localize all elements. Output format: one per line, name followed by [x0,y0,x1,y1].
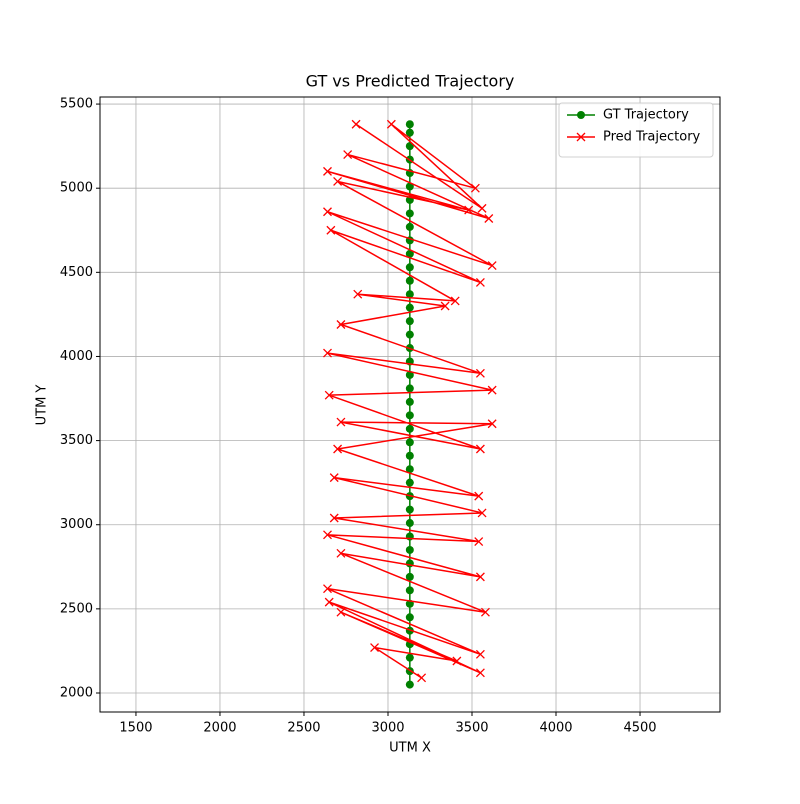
point [336,320,346,329]
y-tick-label: 4000 [60,349,93,364]
point [474,491,484,501]
legend-marker [576,132,586,142]
x-axis-label: UTM X [389,741,431,756]
point [480,607,490,617]
point [405,397,414,406]
point [323,348,332,358]
point [323,166,332,176]
point [336,607,346,617]
x-tick-label: 2000 [203,721,236,736]
point [405,505,414,514]
point [405,545,414,554]
point [405,209,414,218]
point [477,203,487,213]
point [329,473,339,483]
point [343,150,353,160]
y-tick-label: 5000 [60,181,93,196]
point [405,424,414,433]
point [353,289,363,299]
point [323,207,332,217]
point [336,548,346,558]
point [405,249,414,258]
point [405,290,414,299]
point [405,303,414,312]
point [405,222,414,231]
point [351,119,361,129]
point [477,508,487,518]
point [326,225,336,235]
point [464,205,474,215]
point [405,572,414,581]
point [329,513,339,523]
x-tick-label: 2500 [287,721,320,736]
y-tick-label: 2000 [60,685,93,700]
point [405,182,414,191]
point [405,317,414,326]
y-tick-label: 4500 [60,265,93,280]
plot-frame [99,96,721,713]
point [405,559,414,568]
point [405,465,414,474]
point [405,478,414,487]
x-tick-label: 4000 [539,721,572,736]
point [333,444,343,454]
point [405,438,414,447]
point [417,673,427,683]
point [405,263,414,272]
y-axis-label: UTM Y [35,385,50,426]
point [405,451,414,460]
x-tick-label: 1500 [119,721,152,736]
point [405,128,414,137]
point [324,597,334,607]
point [450,296,460,306]
point [324,390,334,400]
point [405,411,414,420]
x-tick-label: 4500 [623,721,656,736]
legend-label: GT Trajectory [603,108,689,123]
y-tick-label: 3500 [60,433,93,448]
point [475,368,485,378]
point [323,584,332,594]
point [336,417,346,427]
x-tick-label: 3500 [455,721,488,736]
point [487,261,497,271]
point [405,680,414,689]
point [405,330,414,339]
point [370,643,380,653]
point [475,668,485,678]
series-line [327,123,493,679]
y-tick-label: 2500 [60,601,93,616]
point [386,119,396,129]
point [475,572,485,582]
point [405,519,414,528]
point [475,649,485,659]
point [487,385,497,395]
y-tick-label: 3000 [60,517,93,532]
y-tick-label: 5500 [60,97,93,112]
point [452,656,462,666]
point [487,419,497,429]
point [405,370,414,379]
legend-label: Pred Trajectory [603,130,701,145]
chart-title: GT vs Predicted Trajectory [306,72,515,91]
point [405,276,414,285]
point [474,537,484,547]
point [484,214,494,223]
point [475,444,485,454]
point [323,530,332,540]
x-tick-label: 3000 [371,721,404,736]
point [405,613,414,622]
legend-box [558,102,714,158]
point [475,277,485,287]
point [333,177,343,186]
point [470,183,480,193]
point [440,301,450,311]
legend-marker [577,111,585,119]
point [405,384,414,393]
point [405,653,414,662]
point [405,586,414,595]
point [405,120,414,129]
